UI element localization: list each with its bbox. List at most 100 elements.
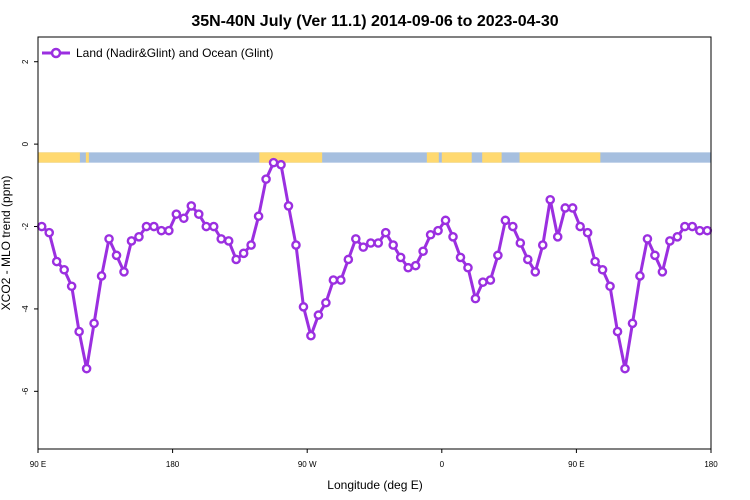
- data-point: [306, 330, 316, 341]
- data-point: [395, 252, 406, 263]
- data-point: [74, 326, 84, 337]
- data-point: [246, 240, 256, 250]
- data-point: [605, 281, 615, 292]
- x-tick-label-2: 90 W: [298, 460, 317, 469]
- data-point: [365, 238, 376, 248]
- surface-band: [38, 152, 711, 163]
- legend-label: Land (Nadir&Glint) and Ocean (Glint): [76, 46, 273, 60]
- legend: Land (Nadir&Glint) and Ocean (Glint): [42, 46, 273, 60]
- data-point: [575, 221, 585, 232]
- data-point: [119, 267, 129, 277]
- data-point: [343, 254, 354, 265]
- data-point: [59, 264, 69, 275]
- data-point: [590, 256, 600, 267]
- data-point: [650, 250, 660, 261]
- land-segment-5: [482, 152, 502, 163]
- data-point: [171, 209, 182, 219]
- data-point: [298, 302, 309, 312]
- data-point: [380, 227, 391, 238]
- data-point: [522, 254, 533, 265]
- data-point: [141, 221, 152, 232]
- data-point: [126, 236, 137, 246]
- data-point: [149, 221, 159, 232]
- data-point: [560, 203, 570, 213]
- y-axis-label: XCO2 - MLO trend (ppm): [0, 176, 13, 311]
- data-point: [582, 227, 593, 238]
- data-point: [36, 221, 47, 232]
- data-point: [291, 240, 301, 250]
- y-tick-label-3: -4: [21, 305, 30, 313]
- data-point: [89, 318, 99, 329]
- data-point: [680, 221, 690, 232]
- data-point: [388, 240, 398, 250]
- data-point: [433, 225, 443, 236]
- data-point: [478, 277, 488, 287]
- x-tick-label-0: 90 E: [30, 460, 46, 469]
- data-point: [552, 232, 563, 242]
- data-point: [81, 363, 92, 374]
- data-point: [515, 238, 526, 248]
- data-point: [463, 262, 473, 273]
- land-segment-6: [519, 152, 601, 163]
- data-point: [313, 310, 324, 320]
- data-point: [410, 260, 421, 271]
- data-point: [455, 252, 466, 263]
- x-axis: 90 E 180 90 W 0 90 E 180: [30, 449, 718, 469]
- data-point: [276, 159, 286, 170]
- data-point: [702, 225, 713, 236]
- land-segment-4: [441, 152, 472, 163]
- y-tick-label-4: -6: [21, 387, 30, 395]
- data-point: [418, 246, 428, 257]
- legend-marker-swatch: [50, 47, 62, 59]
- data-point: [373, 238, 384, 248]
- data-point: [268, 157, 279, 168]
- data-point: [403, 262, 413, 273]
- chart-title: 35N-40N July (Ver 11.1) 2014-09-06 to 20…: [191, 13, 558, 30]
- land-segment-3: [426, 152, 439, 163]
- data-point: [193, 209, 204, 219]
- data-point: [283, 201, 294, 211]
- data-point: [567, 203, 578, 213]
- data-point: [201, 221, 212, 232]
- data-point: [500, 215, 511, 226]
- y-axis: 2 0 -2 -4 -6: [21, 59, 38, 395]
- data-point: [328, 275, 339, 285]
- data-point: [44, 227, 55, 238]
- data-point: [223, 236, 234, 246]
- data-point: [216, 234, 227, 244]
- data-point: [642, 234, 653, 244]
- data-point: [351, 234, 361, 244]
- data-point: [253, 211, 264, 222]
- data-point: [448, 232, 458, 242]
- y-tick-label-1: 0: [21, 141, 30, 146]
- data-point: [687, 221, 698, 232]
- data-point: [440, 215, 451, 226]
- x-tick-label-1: 180: [166, 460, 180, 469]
- data-point: [597, 264, 608, 275]
- data-point: [186, 201, 197, 211]
- land-segment-0: [38, 152, 80, 163]
- data-point: [537, 240, 548, 250]
- y-tick-label-2: -2: [21, 222, 30, 230]
- data-point: [238, 248, 249, 259]
- x-tick-label-5: 180: [704, 460, 718, 469]
- data-point: [635, 271, 645, 281]
- series-land-ocean: [36, 157, 713, 374]
- data-point: [470, 293, 481, 304]
- data-point: [508, 221, 518, 232]
- data-point: [657, 267, 668, 277]
- data-point: [530, 267, 541, 277]
- data-point: [111, 250, 122, 261]
- data-point: [485, 275, 496, 285]
- land-segment-2: [259, 152, 323, 163]
- data-point: [134, 232, 144, 242]
- data-point: [493, 250, 503, 261]
- data-point: [231, 254, 241, 265]
- data-point: [612, 326, 623, 337]
- data-point: [179, 213, 189, 224]
- x-tick-label-4: 90 E: [568, 460, 584, 469]
- data-point: [336, 275, 346, 285]
- data-point: [627, 318, 638, 329]
- data-point: [620, 363, 630, 374]
